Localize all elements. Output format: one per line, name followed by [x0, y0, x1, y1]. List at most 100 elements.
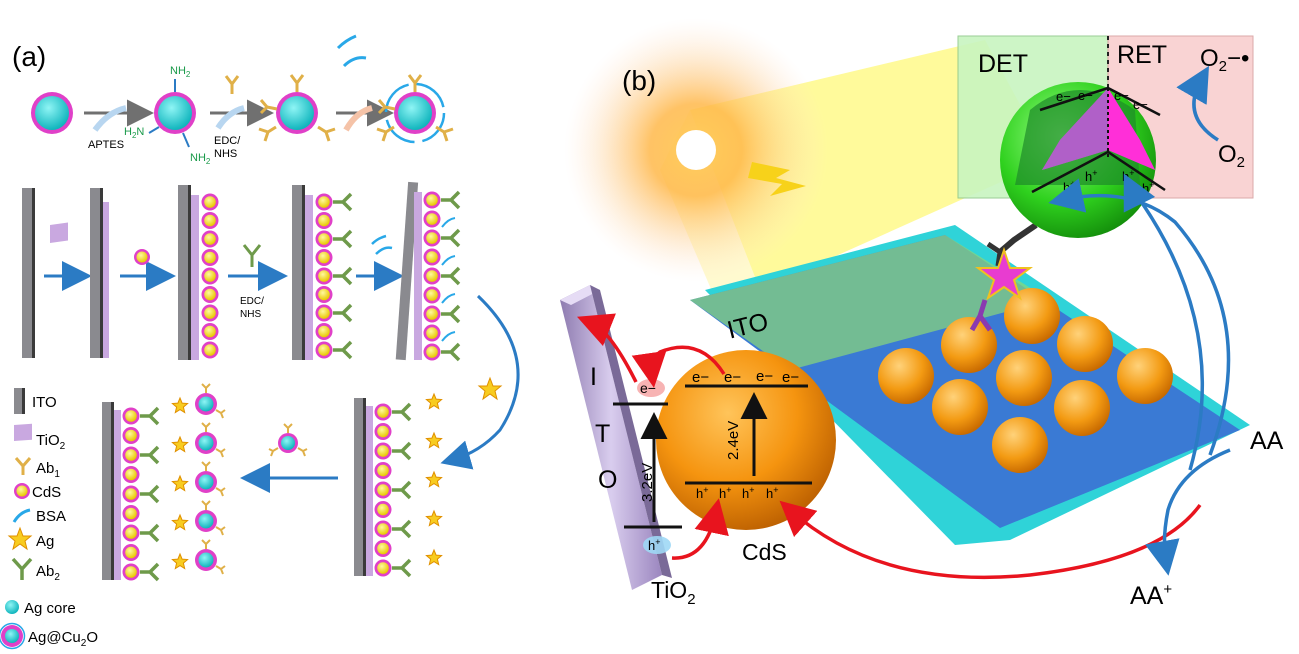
cds-particle	[201, 212, 219, 229]
h2n-label: H2N	[124, 126, 144, 140]
cds-particle	[315, 212, 333, 229]
ag-star	[171, 513, 189, 531]
cds-particle	[201, 193, 219, 211]
aa-oxidation-arrow	[1145, 448, 1231, 576]
aa-to-det-arrow	[1048, 178, 1231, 456]
ito-electrode	[354, 398, 363, 576]
o2-label: O2	[1218, 141, 1245, 171]
ab2-antibody	[441, 228, 461, 248]
ab2-antibody	[441, 342, 461, 362]
tio2-layer	[414, 192, 422, 360]
ag-cu2o-sphere: e− e− e− e− h+ h+ h+ h+	[1000, 82, 1166, 238]
cds-nanosphere	[996, 350, 1052, 406]
cds-nanosphere	[941, 317, 997, 373]
particle-synthesis-row: APTES NH2 H2N NH2 EDC/ NHS	[31, 34, 454, 166]
cds-particle	[423, 286, 441, 304]
cds-particle	[201, 304, 219, 322]
legend-item-ag: Ag	[7, 526, 54, 551]
cds-particle	[315, 267, 333, 285]
ab2-antibody	[333, 192, 353, 212]
ito-electrode	[395, 181, 419, 361]
cds-particle	[423, 267, 441, 285]
cds-particle	[201, 249, 219, 266]
cds-sphere	[656, 350, 836, 530]
amine-particle	[148, 79, 196, 148]
cds-particle	[315, 286, 333, 303]
cds-spheres	[878, 288, 1173, 473]
cds-particle	[122, 446, 140, 464]
ito-rod-letter-2: T	[595, 420, 610, 448]
svg-text:h+: h+	[1085, 168, 1098, 184]
probe-particle-free	[268, 423, 308, 457]
electron-to-ito-arrow	[577, 313, 638, 383]
ag-cu2o-probe	[195, 422, 226, 458]
cds-ab2-bsa-column	[423, 190, 461, 362]
panel-b-label: (b)	[622, 65, 656, 96]
tio2-block	[50, 222, 68, 243]
cds-ab2-probe-column	[122, 383, 226, 582]
tio2-layer	[305, 195, 313, 360]
cds-particle	[374, 501, 392, 518]
ito-rod-letter-1: I	[590, 363, 597, 391]
legend-item-tio2: TiO2	[14, 423, 66, 452]
cds-particle	[122, 563, 140, 581]
ab2-antibody	[333, 266, 353, 286]
ito-electrode	[90, 188, 100, 358]
cds-particle	[315, 323, 333, 340]
ag-star	[171, 396, 189, 414]
aptes-label: APTES	[88, 139, 124, 151]
tio2-hole: h+	[643, 536, 671, 554]
panel-b: (b) DET RET O2−• O2 I TO	[560, 18, 1284, 610]
cds-particle	[315, 341, 333, 359]
svg-text:e−: e−	[1078, 88, 1093, 103]
ag-cu2o-probe	[195, 383, 226, 419]
tio2-label: TiO2	[651, 577, 696, 608]
cds-particle	[315, 193, 333, 211]
hole-transfer-arrow	[671, 498, 729, 560]
ito-electrode	[178, 185, 188, 360]
svg-text:Ab1: Ab1	[36, 460, 60, 480]
bottom-electrodes	[102, 383, 443, 582]
ab2-antibody	[140, 523, 160, 543]
legend-item-ab1: Ab1	[14, 457, 60, 480]
sun	[676, 130, 716, 170]
o2-reduction-arrow	[1176, 65, 1219, 142]
svg-text:h+: h+	[742, 485, 755, 501]
aa-to-ret-arrow	[1123, 173, 1204, 471]
svg-text:Ag: Ag	[36, 533, 54, 550]
ab2-antibody	[392, 441, 412, 461]
cds-particle	[122, 407, 140, 425]
cds-particle	[423, 229, 441, 247]
cds-particle	[374, 520, 392, 538]
cds-ab2-ag-column	[374, 392, 443, 578]
cds-particle	[315, 304, 333, 322]
cds-ab2-column	[315, 192, 353, 360]
ag-star-probe	[975, 246, 1033, 301]
ab2-antibody	[392, 480, 412, 500]
svg-text:e−: e−	[1056, 89, 1071, 104]
ag-star-free	[477, 376, 503, 401]
ab2-antibody	[140, 484, 160, 504]
cds-particle	[423, 191, 441, 209]
legend-item-ito: ITO	[14, 388, 57, 414]
ag-cu2o-probe	[195, 461, 226, 497]
nh2-label-top: NH2	[170, 65, 191, 79]
cds-nanosphere	[932, 379, 988, 435]
ab1-particle	[258, 74, 336, 142]
cds-particle	[374, 403, 392, 421]
cds-particle	[374, 540, 392, 557]
lightning-icon	[748, 162, 806, 196]
cds-particle	[423, 210, 441, 228]
cds-particle	[423, 305, 441, 323]
cds-particle	[201, 230, 219, 248]
ret-label: RET	[1117, 41, 1167, 69]
svg-text:e−: e−	[640, 380, 656, 396]
cds-particle	[122, 466, 140, 483]
svg-text:h+: h+	[696, 485, 709, 501]
o2-radical-label: O2−•	[1200, 45, 1249, 75]
aa-hole-scavenge-arrow	[779, 500, 1202, 580]
edc-label-mid-2: NHS	[240, 309, 261, 320]
cds-electrons: e− e− e− e−	[692, 368, 799, 386]
ag-star	[425, 509, 443, 527]
